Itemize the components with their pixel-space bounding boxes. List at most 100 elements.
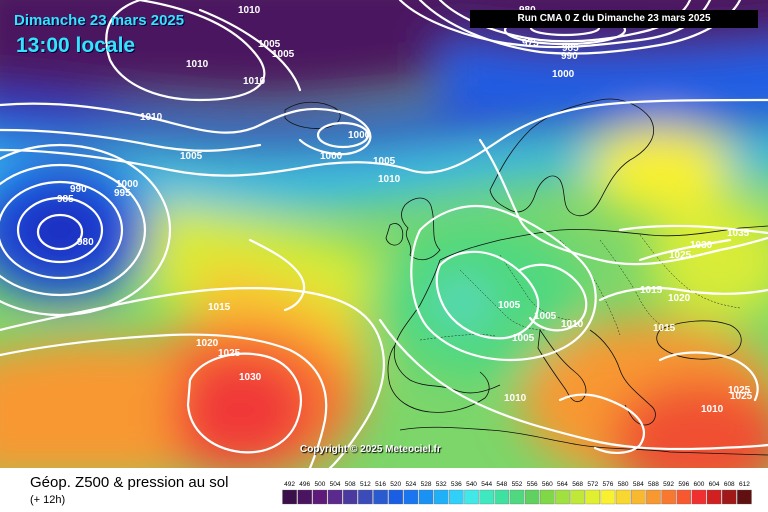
pressure-label: 1025 [730,391,753,402]
pressure-label: 975 [522,38,539,49]
legend-tick-label: 532 [436,481,447,488]
forecast-date: Dimanche 23 mars 2025 [14,12,185,29]
pressure-label: 1005 [272,49,295,60]
legend-color-swatch [282,489,297,505]
legend-tick-label: 564 [557,481,568,488]
pressure-label: 990 [70,184,87,195]
legend-color-swatch [342,489,358,505]
legend-color-swatch [631,489,646,505]
legend-color-swatch [706,489,722,505]
pressure-label: 1015 [640,285,663,296]
legend-color-swatch [540,489,555,505]
legend-color-swatch [494,489,510,505]
legend-tick-label: 572 [587,481,598,488]
legend-tick-label: 516 [375,481,386,488]
legend-tick-label: 544 [481,481,492,488]
pressure-label: 1010 [701,404,724,415]
legend-color-swatch [418,489,434,505]
legend-tick-label: 512 [360,481,371,488]
pressure-label: 980 [77,237,94,248]
pressure-label: 1005 [498,300,521,311]
legend-tick-label: 548 [496,481,507,488]
legend-color-swatch [722,489,737,505]
pressure-label: 1020 [196,338,219,349]
pressure-label: 1010 [504,393,527,404]
pressure-label: 995 [114,188,131,199]
pressure-label: 1005 [258,39,281,50]
color-scale-legend: 492 496 500 504 508 512 516 520 524 528 532 536 540 5… [282,481,752,505]
legend-tick-label: 536 [451,481,462,488]
pressure-label: 1010 [238,5,261,16]
pressure-label: 1010 [561,319,584,330]
legend-color-swatch [433,489,449,505]
pressure-label: 1000 [552,69,575,80]
pressure-label: 1020 [668,293,691,304]
legend-color-swatch [358,489,373,505]
forecast-time: 13:00 locale [16,34,136,57]
pressure-label: 1005 [373,156,396,167]
pressure-label: 1015 [208,302,231,313]
legend-tick-label: 504 [330,481,341,488]
forecast-lead-time: (+ 12h) [30,494,66,506]
map-title: Géop. Z500 & pression au sol [30,474,229,491]
legend-color-swatch [691,489,707,505]
legend-color-swatch [479,489,494,505]
pressure-label: 1000 [320,151,343,162]
pressure-label: 1000 [348,130,371,141]
legend-color-swatch [646,489,661,505]
legend-tick-label: 584 [633,481,644,488]
copyright-notice: Copyright © 2025 Meteociel.fr [300,444,441,455]
legend-color-swatch [327,489,343,505]
legend-color-swatch [388,489,403,505]
legend-color-swatch [297,489,312,505]
legend-color-swatch [737,489,752,505]
pressure-label: 1015 [653,323,676,334]
legend-color-swatch [524,489,540,505]
legend-color-swatch [585,489,601,505]
legend-tick-label: 524 [405,481,416,488]
legend-tick-label: 604 [709,481,720,488]
pressure-label: 1010 [378,174,401,185]
pressure-label: 990 [561,51,578,62]
pressure-label: 1010 [186,59,209,70]
legend-color-swatch [373,489,388,505]
legend-tick-label: 528 [421,481,432,488]
legend-color-swatch [570,489,585,505]
legend-tick-label: 600 [694,481,705,488]
legend-color-swatch [449,489,464,505]
legend-tick-label: 592 [663,481,674,488]
legend-tick-label: 556 [527,481,538,488]
pressure-label: 1010 [140,112,163,123]
legend-tick-label: 552 [512,481,523,488]
legend-tick-label: 508 [345,481,356,488]
legend-color-swatch [509,489,525,505]
legend-tick-label: 580 [618,481,629,488]
legend-tick-label: 540 [466,481,477,488]
pressure-label: 1005 [534,311,557,322]
pressure-label: 1035 [727,228,750,239]
pressure-label: 1025 [669,250,692,261]
legend-tick-label: 568 [572,481,583,488]
legend-tick-label: 612 [739,481,750,488]
isobars [0,0,768,468]
legend-tick-label: 520 [390,481,401,488]
legend-color-swatch [661,489,676,505]
legend-color-swatch [676,489,692,505]
pressure-label: 1005 [180,151,203,162]
model-run-banner: Run CMA 0 Z du Dimanche 23 mars 2025 [470,10,758,28]
pressure-label: 1030 [690,240,713,251]
legend-color-swatch [615,489,631,505]
legend-tick-label: 492 [284,481,295,488]
legend-color-swatch [600,489,616,505]
legend-color-swatch [312,489,328,505]
pressure-label: 985 [562,43,579,54]
pressure-label: 1010 [243,76,266,87]
pressure-label: 1000 [116,179,139,190]
legend-tick-label: 560 [542,481,553,488]
legend-tick-label: 596 [678,481,689,488]
legend-color-swatch [555,489,570,505]
legend-color-swatch [403,489,419,505]
pressure-label: 985 [57,194,74,205]
